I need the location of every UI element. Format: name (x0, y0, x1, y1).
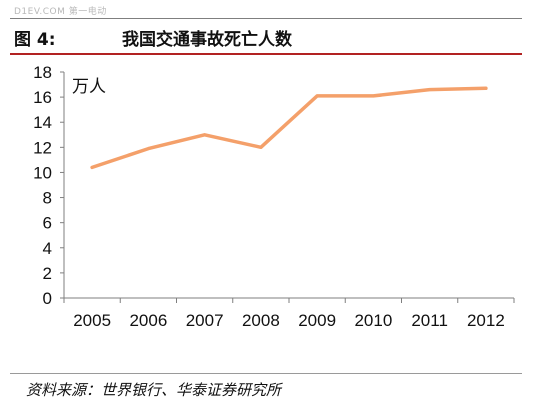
y-tick-label: 8 (43, 189, 52, 208)
x-axis: 2005 2006 2007 2008 2009 2010 2011 2012 (63, 297, 515, 330)
y-tick-label: 0 (43, 289, 52, 308)
unit-label: 万人 (72, 77, 106, 97)
series-line (90, 86, 488, 170)
figure-label: 图 4: (14, 30, 56, 50)
watermark: D1EV.COM 第一电动 (14, 7, 107, 17)
y-tick-label: 12 (33, 138, 52, 157)
y-tick-label: 10 (33, 163, 52, 182)
x-tick-label: 2010 (354, 311, 392, 330)
y-tick-label: 4 (43, 239, 52, 258)
source-note: 资料来源：世界银行、华泰证券研究所 (26, 381, 282, 399)
line-chart: 0 2 4 6 8 10 12 14 16 18 2005 2006 2007 2008 2009 2010… (33, 63, 515, 330)
y-tick-label: 16 (33, 88, 52, 107)
figure-title-bar: 图 4: 我国交通事故死亡人数 (10, 18, 522, 55)
x-tick-label: 2007 (186, 311, 224, 330)
x-tick-label: 2006 (129, 311, 167, 330)
y-tick-label: 2 (43, 264, 52, 283)
x-tick-label: 2009 (298, 311, 336, 330)
bottom-divider (10, 373, 522, 374)
x-tick-label: 2005 (73, 311, 111, 330)
y-tick-label: 14 (33, 113, 52, 132)
x-tick-label: 2008 (242, 311, 280, 330)
x-tick-label: 2012 (467, 311, 505, 330)
x-tick-label: 2011 (411, 311, 448, 330)
series-group (90, 86, 488, 170)
y-tick-label: 18 (33, 63, 52, 82)
figure-title: 我国交通事故死亡人数 (122, 30, 292, 50)
y-axis: 0 2 4 6 8 10 12 14 16 18 (33, 63, 65, 308)
y-tick-label: 6 (43, 214, 52, 233)
